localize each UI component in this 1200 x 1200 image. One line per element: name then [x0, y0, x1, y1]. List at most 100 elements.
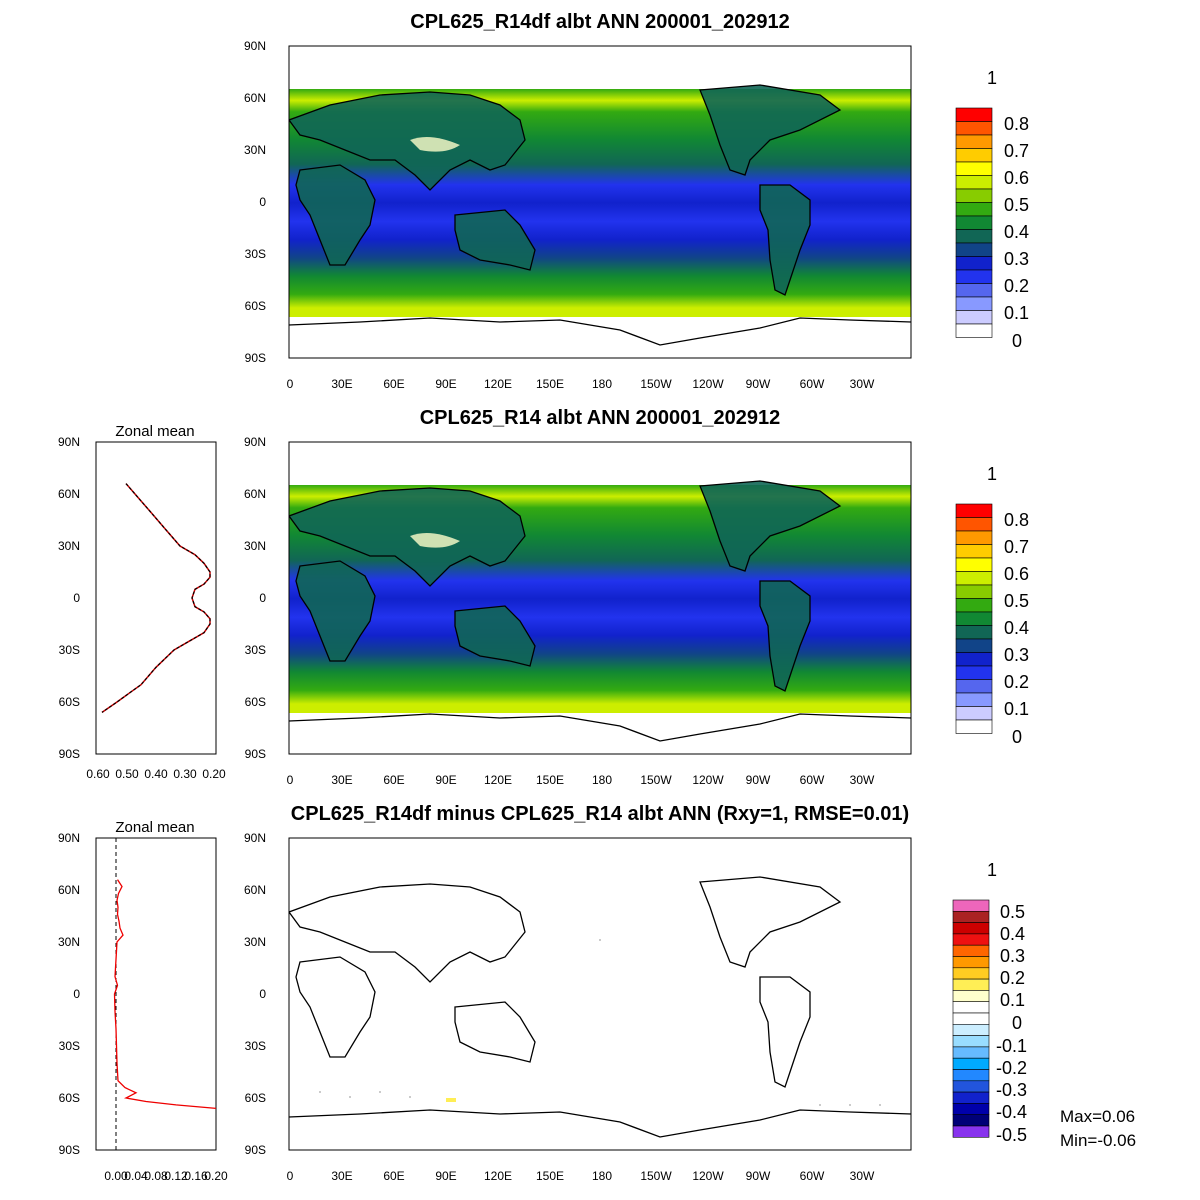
lon-tick-label: 0 — [287, 377, 294, 391]
lon-tick-label: 150W — [640, 773, 672, 787]
panel-2-colorbar-labels: 0.8 0.7 0.6 0.5 0.4 0.3 0.2 0.1 0 — [1004, 510, 1029, 747]
panel-2-frame — [288, 441, 912, 755]
colorbar-swatch — [955, 323, 993, 338]
colorbar-swatch — [955, 706, 993, 721]
lon-tick-label: 120W — [692, 773, 724, 787]
colorbar-swatch — [952, 899, 990, 912]
panel-2-land — [289, 480, 842, 692]
colorbar-swatch — [955, 215, 993, 230]
colorbar-swatch — [955, 161, 993, 176]
colorbar-label: 0.2 — [1004, 672, 1029, 692]
colorbar-label: 0.6 — [1004, 564, 1029, 584]
lon-tick-label: 90W — [746, 773, 771, 787]
lon-tick-label: 60W — [800, 377, 825, 391]
lat-tick-label: 30N — [244, 935, 266, 949]
colorbar-swatch — [952, 1069, 990, 1082]
lat-tick-label: 30S — [245, 643, 266, 657]
lon-tick-label: 150E — [536, 377, 564, 391]
lon-tick-label: 0 — [287, 773, 294, 787]
colorbar-label: 0.2 — [1004, 276, 1029, 296]
colorbar-swatch — [955, 296, 993, 311]
colorbar-swatch — [952, 1103, 990, 1116]
colorbar-label: 0 — [1012, 727, 1022, 747]
colorbar-swatch — [955, 665, 993, 680]
colorbar-label: 0.3 — [1004, 249, 1029, 269]
colorbar-swatch — [955, 148, 993, 163]
lat-tick-label: 30S — [245, 247, 266, 261]
lon-tick-label: 90W — [746, 1169, 771, 1183]
colorbar-swatch — [952, 1114, 990, 1127]
stats-max: Max=0.06 — [1060, 1107, 1135, 1126]
panel-1-lat-ticks: 90N 60N 30N 0 30S 60S 90S — [244, 39, 266, 365]
colorbar-swatch — [952, 1035, 990, 1048]
x-tick-label: 0.30 — [173, 767, 197, 781]
lat-tick-label: 60N — [244, 487, 266, 501]
colorbar-swatch — [955, 517, 993, 532]
panel-2-high-albedo-patch — [410, 532, 460, 548]
lat-tick-label: 90N — [244, 435, 266, 449]
x-tick-label: 0.16 — [184, 1169, 208, 1183]
panel-1-colorbar-labels: 0.8 0.7 0.6 0.5 0.4 0.3 0.2 0.1 0 — [1004, 114, 1029, 351]
lat-tick-label: 0 — [259, 591, 266, 605]
panel-3: CPL625_R14df minus CPL625_R14 albt ANN (… — [58, 803, 1136, 1183]
lat-tick-label: 60S — [59, 1091, 80, 1105]
colorbar-swatch — [955, 571, 993, 586]
lat-tick-label: 30S — [59, 643, 80, 657]
panel-1-lon-ticks: 0 30E 60E 90E 120E 150E 180 150W 120W 90… — [287, 377, 875, 391]
colorbar-label: 0.5 — [1004, 195, 1029, 215]
colorbar-swatch — [952, 944, 990, 957]
colorbar-swatch — [952, 990, 990, 1003]
x-tick-label: 0.08 — [144, 1169, 168, 1183]
colorbar-swatch — [955, 269, 993, 284]
colorbar-swatch — [955, 652, 993, 667]
panel-1-antarctica — [289, 317, 911, 346]
lat-tick-label: 60N — [58, 487, 80, 501]
lat-tick-label: 60N — [58, 883, 80, 897]
lon-tick-label: 120E — [484, 773, 512, 787]
panel-1-colorbar — [955, 107, 993, 338]
lat-tick-label: 90S — [245, 351, 266, 365]
lat-tick-label: 0 — [259, 987, 266, 1001]
colorbar-swatch — [955, 530, 993, 545]
zonal-mean-frame-middle — [95, 441, 217, 755]
colorbar-swatch — [955, 310, 993, 325]
lon-tick-label: 120E — [484, 377, 512, 391]
colorbar-swatch — [955, 544, 993, 559]
panel-2-lon-ticks: 0 30E 60E 90E 120E 150E 180 150W 120W 90… — [287, 773, 875, 787]
panel-1-land — [289, 84, 842, 296]
lon-tick-label: 30E — [331, 1169, 352, 1183]
panel-2: CPL625_R14 albt ANN 200001_202912 90N 60… — [58, 407, 1029, 787]
colorbar-swatch — [955, 242, 993, 257]
lon-tick-label: 60E — [383, 377, 404, 391]
colorbar-swatch — [952, 956, 990, 969]
lat-tick-label: 30N — [58, 539, 80, 553]
colorbar-label: 0.8 — [1004, 510, 1029, 530]
panel-3-diff-field — [289, 838, 911, 1150]
colorbar-label: 0.1 — [1000, 990, 1025, 1010]
lat-tick-label: 30N — [244, 143, 266, 157]
x-tick-label: 0.00 — [104, 1169, 128, 1183]
colorbar-swatch — [955, 107, 993, 122]
colorbar-label: -0.3 — [996, 1080, 1027, 1100]
colorbar-label: 0.4 — [1004, 618, 1029, 638]
lat-tick-label: 90S — [245, 747, 266, 761]
colorbar-swatch — [955, 283, 993, 298]
zonal-mean-line-ctl — [101, 483, 211, 713]
panel-2-map — [289, 480, 911, 742]
colorbar-swatch — [952, 1091, 990, 1104]
colorbar-label: -0.1 — [996, 1036, 1027, 1056]
colorbar-swatch — [955, 625, 993, 640]
colorbar-swatch — [952, 1012, 990, 1025]
x-tick-label: 0.20 — [204, 1169, 228, 1183]
lat-tick-label: 90S — [59, 1143, 80, 1157]
panel-3-diff-speckles — [319, 939, 881, 1106]
colorbar-label: 0.8 — [1004, 114, 1029, 134]
zonal-mean-lat-ticks-bottom: 90N 60N 30N 0 30S 60S 90S — [58, 831, 80, 1157]
lat-tick-label: 90N — [58, 435, 80, 449]
lat-tick-label: 30N — [58, 935, 80, 949]
panel-3-colorbar — [952, 899, 990, 1138]
colorbar-swatch — [955, 229, 993, 244]
zonal-mean-x-ticks-middle: 0.60 0.50 0.40 0.30 0.20 — [86, 767, 226, 781]
lat-tick-label: 90S — [59, 747, 80, 761]
colorbar-swatch — [955, 134, 993, 149]
